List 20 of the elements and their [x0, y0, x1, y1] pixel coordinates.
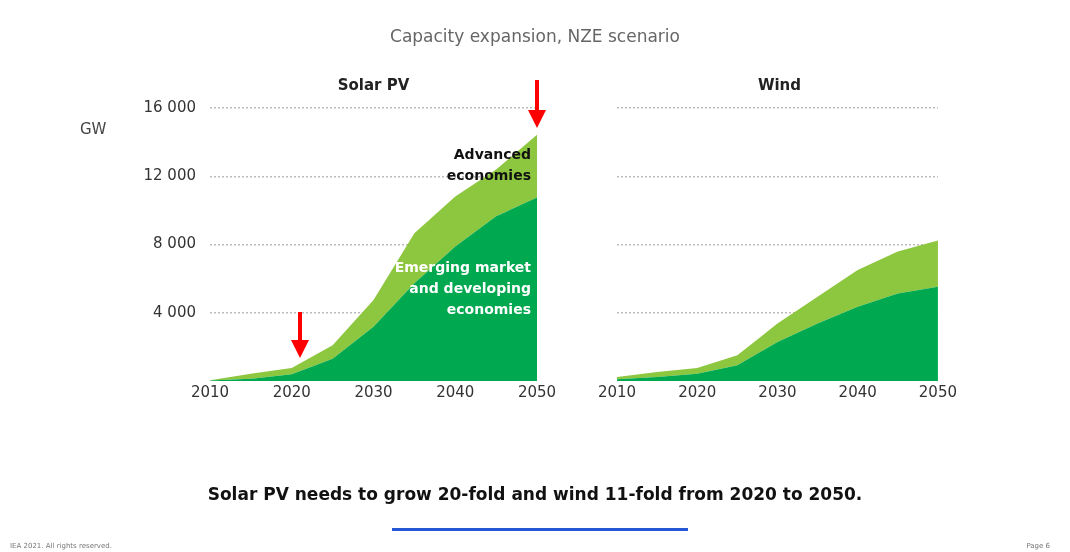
series-label: Emerging market and developing economies: [394, 258, 532, 317]
x-tick-label: 2020: [272, 382, 311, 401]
y-axis-title: GW: [80, 120, 107, 138]
text: Capacity expansion, NZE scenario: [389, 26, 681, 46]
y-tick-label: 4 000: [153, 302, 196, 321]
x-tick-label: 2030: [354, 382, 393, 401]
x-tick-label: 2020: [678, 382, 717, 401]
x-tick-label: 2010: [597, 382, 637, 401]
y-tick-label: 16 000: [143, 97, 196, 116]
x-tick-label: 2010: [190, 382, 230, 401]
text: Solar PV needs to grow 20-fold and wind 11-fold from 2020 to 2050.: [206, 484, 864, 504]
x-tick-label: 2050: [517, 382, 557, 401]
chart-title: Solar PV: [336, 76, 411, 94]
x-tick-label: 2040: [436, 382, 475, 401]
x-tick-label: 2030: [758, 382, 797, 401]
x-tick-label: 2050: [918, 382, 958, 401]
y-tick-label: 8 000: [153, 234, 196, 253]
x-tick-label: 2040: [838, 382, 877, 401]
chart-title: Wind: [756, 76, 803, 94]
y-tick-label: 12 000: [143, 166, 196, 185]
